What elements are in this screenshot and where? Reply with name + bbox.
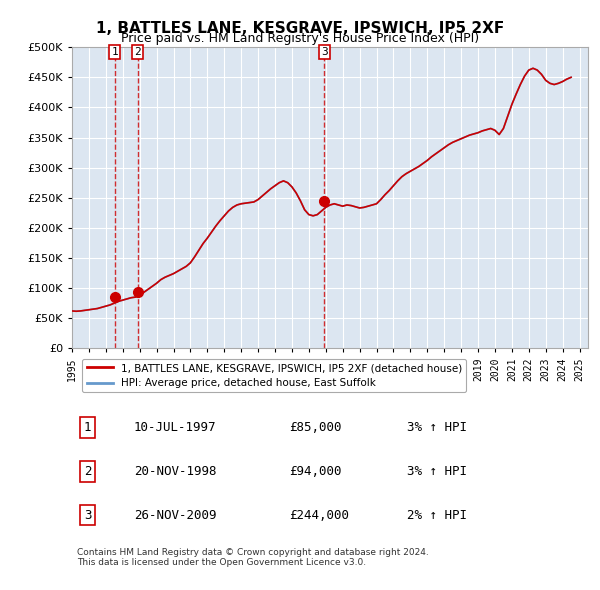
Text: 10-JUL-1997: 10-JUL-1997	[134, 421, 217, 434]
Text: Contains HM Land Registry data © Crown copyright and database right 2024.
This d: Contains HM Land Registry data © Crown c…	[77, 548, 429, 567]
Text: £244,000: £244,000	[289, 509, 349, 522]
Text: Price paid vs. HM Land Registry's House Price Index (HPI): Price paid vs. HM Land Registry's House …	[121, 32, 479, 45]
Text: 2% ↑ HPI: 2% ↑ HPI	[407, 509, 467, 522]
Text: 1: 1	[112, 47, 118, 57]
Legend: 1, BATTLES LANE, KESGRAVE, IPSWICH, IP5 2XF (detached house), HPI: Average price: 1, BATTLES LANE, KESGRAVE, IPSWICH, IP5 …	[82, 359, 466, 392]
Text: 3% ↑ HPI: 3% ↑ HPI	[407, 465, 467, 478]
Text: 2: 2	[134, 47, 141, 57]
Text: 3: 3	[321, 47, 328, 57]
Text: 26-NOV-2009: 26-NOV-2009	[134, 509, 217, 522]
Text: 2: 2	[84, 465, 91, 478]
Text: £94,000: £94,000	[289, 465, 341, 478]
Text: 3: 3	[84, 509, 91, 522]
Text: £85,000: £85,000	[289, 421, 341, 434]
Text: 3% ↑ HPI: 3% ↑ HPI	[407, 421, 467, 434]
Text: 1: 1	[84, 421, 91, 434]
Text: 20-NOV-1998: 20-NOV-1998	[134, 465, 217, 478]
Text: 1, BATTLES LANE, KESGRAVE, IPSWICH, IP5 2XF: 1, BATTLES LANE, KESGRAVE, IPSWICH, IP5 …	[96, 21, 504, 35]
